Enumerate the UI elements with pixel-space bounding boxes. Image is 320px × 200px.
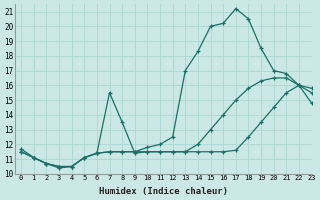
X-axis label: Humidex (Indice chaleur): Humidex (Indice chaleur) bbox=[99, 187, 228, 196]
